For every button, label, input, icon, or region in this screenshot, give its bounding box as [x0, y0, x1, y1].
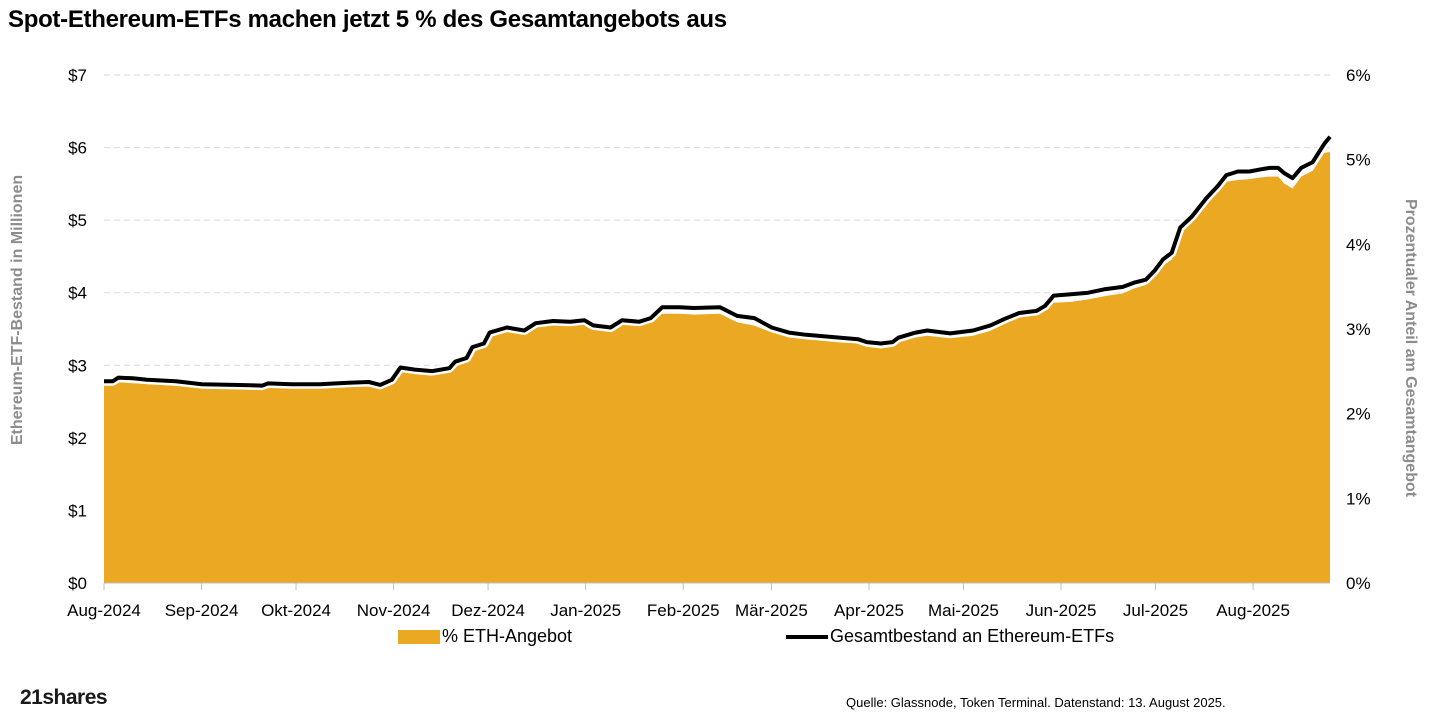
area-series-layer [104, 152, 1330, 583]
left-tick-label: $4 [68, 284, 87, 303]
left-tick-label: $7 [68, 66, 87, 85]
right-tick-label: 6% [1346, 66, 1371, 85]
legend-label-line: Gesamtbestand an Ethereum-ETFs [830, 626, 1115, 646]
left-tick-label: $3 [68, 356, 87, 375]
x-tick-label: Mär-2025 [735, 601, 808, 620]
line-series-layer [104, 133, 1334, 391]
line-etf-holdings [104, 135, 1332, 388]
left-tick-label: $6 [68, 139, 87, 158]
x-axis-ticks: Aug-2024 Sep-2024 Okt-2024 Nov-2024 Dez-2024… [67, 582, 1330, 620]
right-tick-label: 2% [1346, 405, 1371, 424]
right-tick-label: 5% [1346, 151, 1371, 170]
x-tick-label: Mai-2025 [928, 601, 999, 620]
legend-item-line: Gesamtbestand an Ethereum-ETFs [786, 626, 1114, 647]
right-axis-title: Prozentualer Anteil am Gesamtangebot [1402, 199, 1419, 498]
legend-label-area: % ETH-Angebot [442, 626, 573, 646]
right-tick-label: 0% [1346, 574, 1371, 593]
chart-title: Spot-Ethereum-ETFs machen jetzt 5 % des … [8, 6, 727, 33]
legend-swatch-area [398, 629, 440, 644]
source-note: Quelle: Glassnode, Token Terminal. Daten… [846, 695, 1226, 710]
x-tick-label: Sep-2024 [165, 601, 239, 620]
x-tick-label: Nov-2024 [357, 601, 431, 620]
x-tick-label: Jun-2025 [1026, 601, 1097, 620]
right-tick-label: 3% [1346, 320, 1371, 339]
x-tick-label: Aug-2025 [1216, 601, 1290, 620]
area-eth-supply-percent [104, 152, 1330, 583]
left-tick-label: $5 [68, 211, 87, 230]
x-tick-label: Aug-2024 [67, 601, 141, 620]
x-tick-label: Dez-2024 [451, 601, 525, 620]
x-tick-label: Jan-2025 [550, 601, 621, 620]
legend-item-area: % ETH-Angebot [398, 626, 572, 647]
left-tick-label: $0 [68, 574, 87, 593]
x-tick-label: Apr-2025 [834, 601, 904, 620]
x-tick-label: Jul-2025 [1123, 601, 1188, 620]
left-axis-ticks: $0 $1 $2 $3 $4 $5 $6 $7 [68, 66, 87, 593]
right-axis-ticks: 0% 1% 2% 3% 4% 5% 6% [1346, 66, 1371, 593]
left-tick-label: $1 [68, 501, 87, 520]
brand-logo: 21shares [20, 686, 108, 709]
right-tick-label: 1% [1346, 489, 1371, 508]
x-tick-label: Feb-2025 [647, 601, 720, 620]
left-axis-title: Ethereum-ETF-Bestand in Millionen [9, 175, 26, 445]
left-tick-label: $2 [68, 429, 87, 448]
right-tick-label: 4% [1346, 235, 1371, 254]
legend-swatch-line [786, 634, 828, 639]
x-tick-label: Okt-2024 [261, 601, 331, 620]
